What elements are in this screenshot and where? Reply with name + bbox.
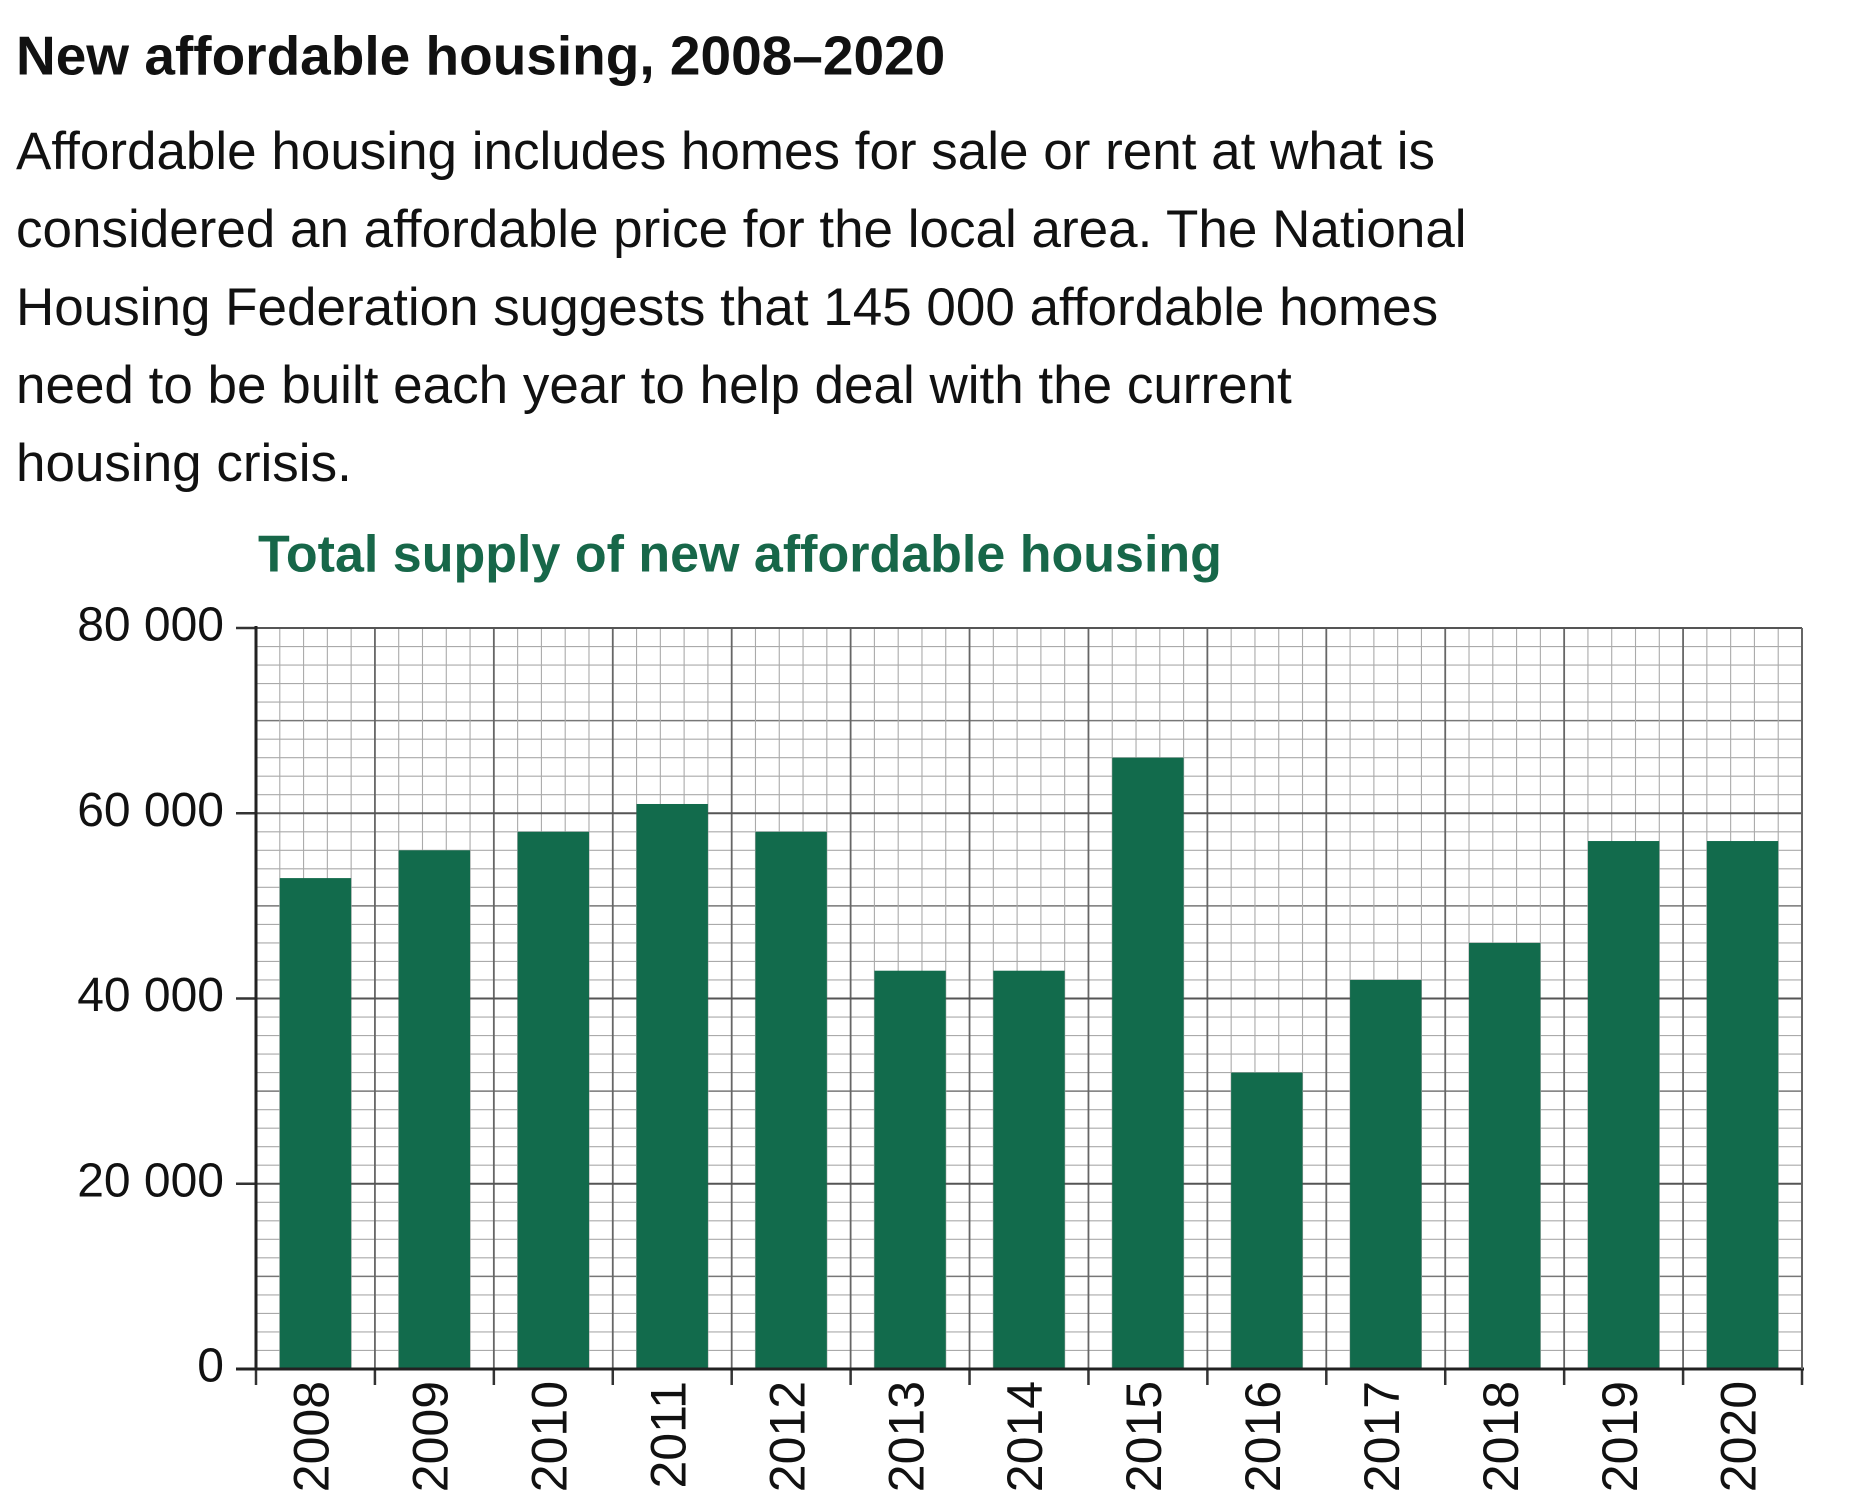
bar (1350, 979, 1422, 1369)
description: Affordable housing includes homes for sa… (16, 122, 1467, 493)
x-tick-label: 2015 (1116, 1381, 1172, 1492)
bar (398, 850, 471, 1369)
description-line: considered an affordable price for the l… (16, 200, 1467, 259)
bar (874, 970, 946, 1369)
x-tick-label: 2012 (759, 1381, 815, 1492)
bar (1469, 942, 1541, 1369)
page-title: New affordable housing, 2008–2020 (16, 25, 945, 87)
x-tick-label: 2011 (640, 1381, 696, 1489)
x-tick-label: 2014 (997, 1381, 1053, 1492)
bar (279, 878, 352, 1369)
x-tick-label: 2008 (284, 1381, 340, 1492)
x-tick-label: 2019 (1592, 1381, 1648, 1492)
y-tick-label: 0 (197, 1340, 224, 1393)
bar (1706, 841, 1779, 1369)
bar (993, 970, 1065, 1369)
bar (1231, 1072, 1303, 1369)
x-tick-label: 2016 (1235, 1381, 1291, 1492)
bar (517, 831, 589, 1369)
bar (755, 831, 827, 1369)
bar (636, 803, 708, 1369)
y-tick-label: 60 000 (77, 784, 224, 837)
description-line: need to be built each year to help deal … (16, 356, 1292, 415)
description-line: Affordable housing includes homes for sa… (16, 122, 1435, 181)
bar (1112, 757, 1184, 1369)
y-tick-label: 20 000 (77, 1154, 224, 1207)
description-line: Housing Federation suggests that 145 000… (16, 278, 1438, 337)
y-tick-label: 40 000 (77, 969, 224, 1022)
description-line: housing crisis. (16, 434, 352, 493)
x-tick-label: 2018 (1473, 1381, 1529, 1492)
chart-title: Total supply of new affordable housing (258, 526, 1222, 584)
x-tick-label: 2009 (403, 1381, 459, 1492)
x-tick-label: 2013 (878, 1381, 934, 1492)
x-tick-label: 2017 (1354, 1381, 1410, 1492)
bar (1587, 841, 1660, 1369)
x-tick-label: 2020 (1711, 1381, 1767, 1492)
y-tick-label: 80 000 (77, 599, 224, 652)
x-tick-label: 2010 (522, 1381, 578, 1492)
